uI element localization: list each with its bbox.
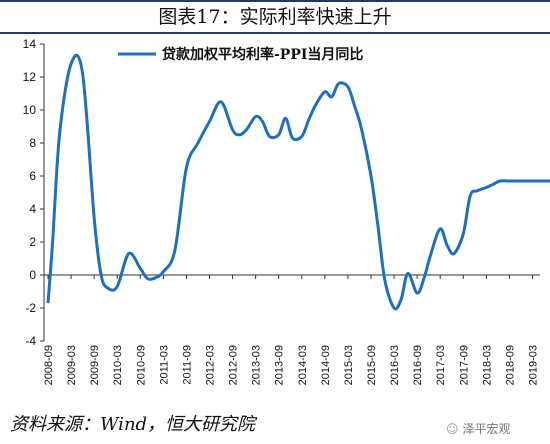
x-tick-label: 2008-09 bbox=[43, 345, 55, 385]
x-tick-label: 2016-03 bbox=[389, 345, 401, 385]
x-tick-label: 2018-09 bbox=[504, 345, 516, 385]
x-tick-label: 2011-03 bbox=[158, 345, 170, 385]
watermark-text: 泽平宏观 bbox=[462, 422, 511, 436]
series-line bbox=[46, 53, 550, 311]
x-tick-label: 2010-09 bbox=[135, 345, 147, 385]
x-tick-label: 2012-09 bbox=[228, 345, 240, 385]
x-tick-label: 2017-09 bbox=[458, 345, 470, 385]
y-tick-label: 10 bbox=[23, 103, 37, 117]
x-tick-label: 2013-09 bbox=[274, 345, 286, 385]
x-tick-label: 2014-09 bbox=[320, 345, 332, 385]
legend-label: 贷款加权平均利率-PPI当月同比 bbox=[162, 46, 363, 63]
x-tick-label: 2011-09 bbox=[181, 345, 193, 385]
x-tick-label: 2012-03 bbox=[204, 345, 216, 385]
y-tick-label: 14 bbox=[23, 37, 37, 51]
line-chart: -4 -2 0 2 4 6 8 10 12 14 2008-09 2009-03 2009-09 2010… bbox=[23, 37, 550, 385]
x-tick-label: 2014-03 bbox=[297, 345, 309, 385]
x-tick-label: 2018-03 bbox=[481, 345, 493, 385]
x-tick-label: 2009-03 bbox=[66, 345, 78, 385]
y-tick-label: 12 bbox=[23, 70, 37, 84]
y-tick-label: 0 bbox=[29, 268, 36, 282]
x-tick-label: 2015-03 bbox=[343, 345, 355, 385]
y-tick-label: -2 bbox=[25, 301, 36, 315]
x-tick-label: 2017-03 bbox=[435, 345, 447, 385]
watermark: ☺ 泽平宏观 bbox=[446, 420, 511, 437]
source-note: 资料来源：Wind，恒大研究院 bbox=[10, 414, 256, 435]
x-tick-label: 2016-09 bbox=[412, 345, 424, 385]
y-tick-label: 4 bbox=[29, 202, 36, 216]
chart-title: 图表17：实际利率快速上升 bbox=[158, 6, 392, 28]
y-tick-label: 6 bbox=[29, 169, 36, 183]
x-tick-label: 2010-03 bbox=[112, 345, 124, 385]
x-tick-label: 2019-03 bbox=[527, 345, 539, 385]
y-tick-label: 8 bbox=[29, 136, 36, 150]
x-tick-label: 2015-09 bbox=[366, 345, 378, 385]
wechat-icon: ☺ bbox=[446, 422, 459, 436]
x-tick-label: 2009-09 bbox=[89, 345, 101, 385]
chart-title-bar: 图表17：实际利率快速上升 bbox=[0, 0, 550, 34]
y-tick-label: -4 bbox=[25, 334, 36, 348]
x-tick-label: 2013-03 bbox=[251, 345, 263, 385]
y-tick-label: 2 bbox=[29, 235, 36, 249]
